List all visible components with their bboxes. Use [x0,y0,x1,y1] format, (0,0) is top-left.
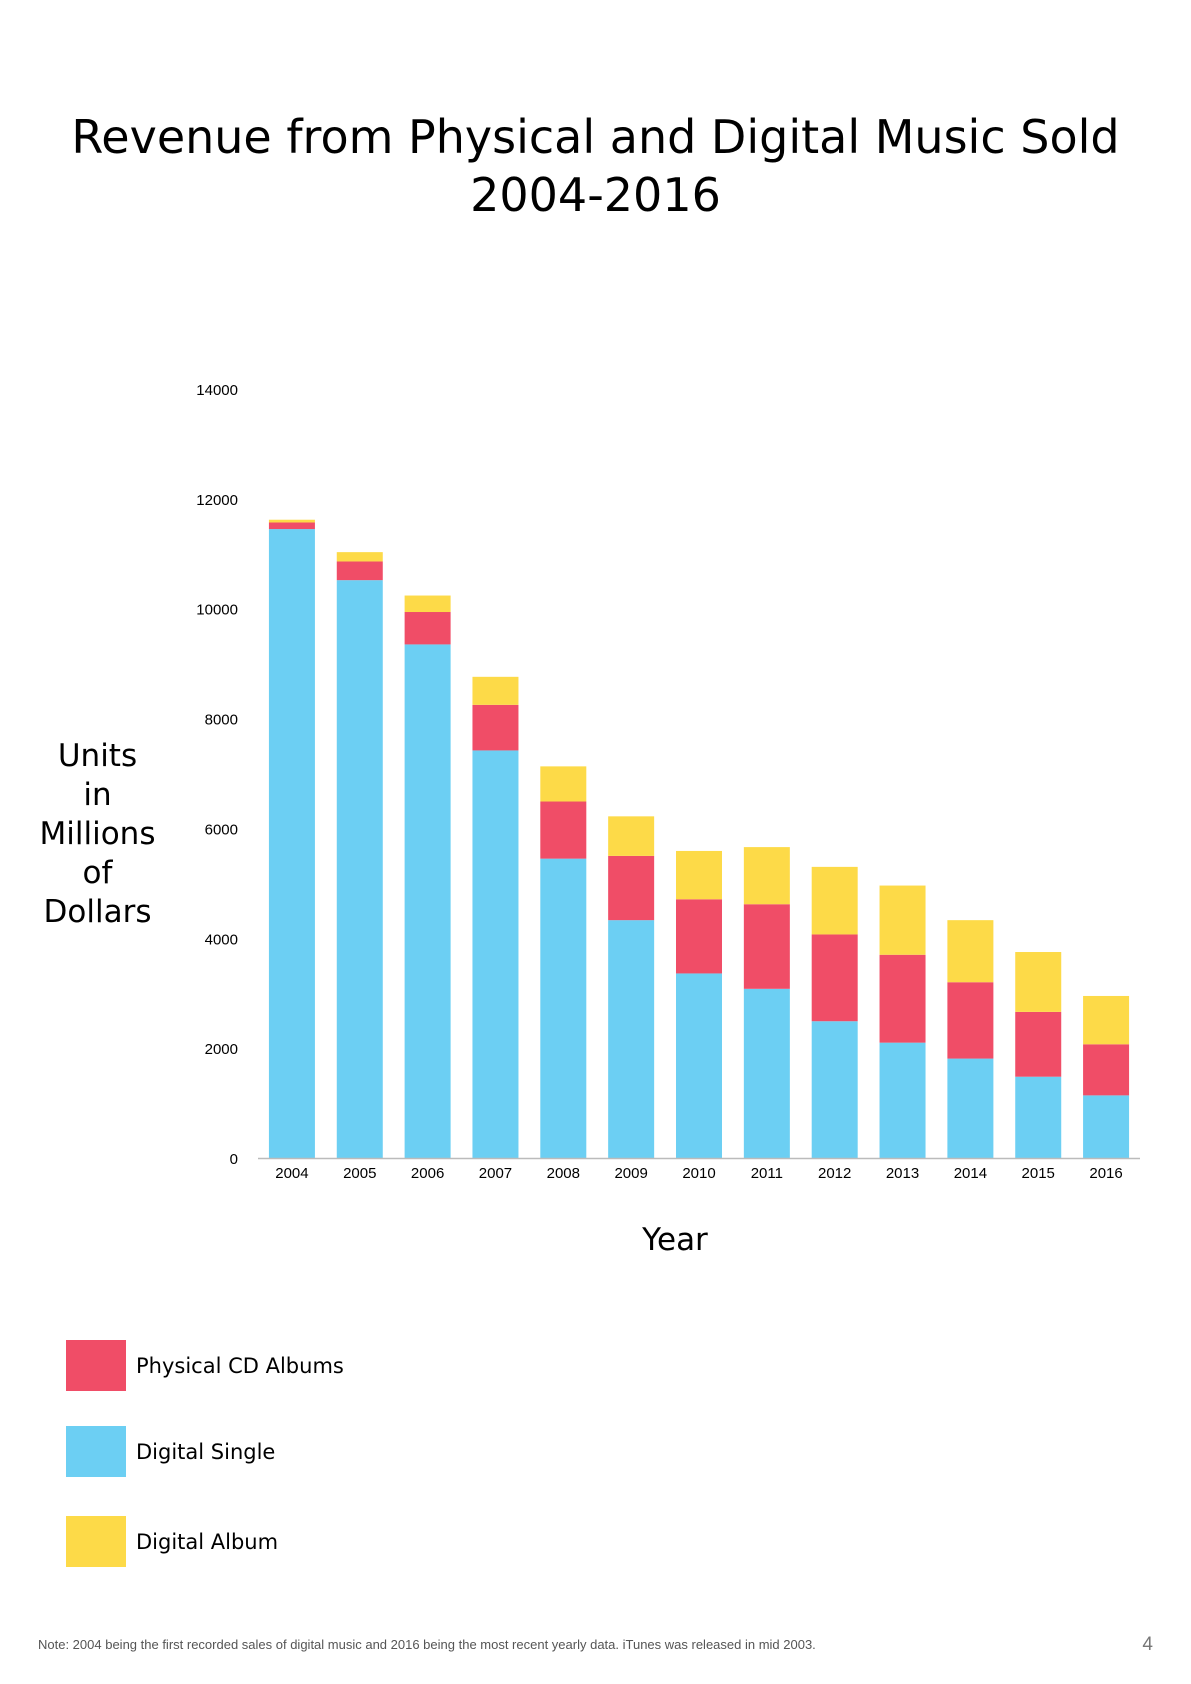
x-tick-label: 2016 [1089,1165,1122,1182]
y-axis-label-line: Millions [39,816,156,852]
bar-segment-digital-album [1083,995,1130,1045]
y-axis-label-line: in [83,777,112,813]
legend-item-digital-single: Digital Single [66,1426,275,1477]
y-tick-label: 6000 [205,821,238,838]
chart-title-line-2: 2004-2016 [470,168,721,222]
bar-segment-physical-cd-albums [743,904,790,989]
y-tick-label: 4000 [205,931,238,948]
bar-segment-physical-cd-albums [1015,1011,1062,1077]
bar-segment-physical-cd-albums [404,612,451,645]
stacked-bar-chart: 0 2000 4000 6000 8000 10000 12000 14000 2004 2005… [196,382,1140,1182]
bar-segment-physical-cd-albums [879,954,926,1043]
bar-segment-digital-single [608,920,655,1158]
bar-segment-digital-album [811,866,858,935]
bar-segment-digital-single [811,1021,858,1158]
bar-segment-digital-single [404,644,451,1158]
legend-swatch-digital-album [66,1516,126,1567]
y-axis-label-line: of [82,855,113,891]
y-axis-label-line: Dollars [43,894,152,930]
y-tick-label: 2000 [205,1041,238,1058]
bar-segment-digital-album [879,885,926,955]
bar-segment-digital-album [540,766,587,802]
legend-swatch-digital-single [66,1426,126,1477]
bar-segment-digital-album [743,847,790,905]
bar-segment-digital-album [608,816,655,856]
legend-item-digital-album: Digital Album [66,1516,278,1567]
bar-segment-digital-album [676,850,722,900]
bar-segment-digital-album [268,519,315,523]
x-tick-label: 2011 [751,1165,783,1182]
y-tick-label: 12000 [196,492,238,509]
x-tick-label: 2007 [479,1165,512,1182]
legend-swatch-physical-cd [66,1340,126,1391]
page-number: 4 [1142,1634,1153,1655]
x-tick-label: 2006 [411,1165,444,1182]
footnote: Note: 2004 being the first recorded sale… [38,1637,816,1652]
bar-segment-digital-single [879,1042,926,1158]
legend-label-digital-single: Digital Single [136,1439,276,1464]
bar-segment-digital-single [743,988,790,1158]
y-tick-label: 8000 [205,712,238,729]
y-tick-label: 0 [230,1151,238,1168]
y-tick-label: 14000 [196,382,238,399]
x-tick-label: 2005 [343,1165,376,1182]
x-tick-label: 2008 [547,1165,580,1182]
bar-segment-digital-single [676,973,722,1158]
legend-label-digital-album: Digital Album [136,1529,279,1554]
bar-segment-digital-album [336,552,383,562]
bar-segment-physical-cd-albums [811,934,858,1022]
x-tick-label: 2004 [275,1165,308,1182]
legend-item-physical-cd: Physical CD Albums [66,1340,344,1391]
bar-segment-digital-album [1015,952,1062,1012]
bar-segment-digital-single [472,750,519,1158]
x-tick-label: 2015 [1022,1165,1055,1182]
bar-segment-digital-album [404,595,451,613]
x-tick-label: 2009 [614,1165,647,1182]
bar-segment-physical-cd-albums [540,801,587,859]
x-tick-label: 2010 [682,1165,715,1182]
bar-segment-physical-cd-albums [608,855,655,921]
chart-title-line-1: Revenue from Physical and Digital Music … [71,110,1120,164]
bar-segment-physical-cd-albums [472,704,519,751]
y-axis-label-line: Units [57,738,138,774]
x-axis-label: Year [642,1222,708,1258]
bar-segment-digital-single [1083,1095,1130,1158]
x-tick-label: 2013 [886,1165,919,1182]
y-axis-label: Units in Millions of Dollars [20,737,175,932]
x-tick-label: 2012 [818,1165,851,1182]
x-tick-label: 2014 [954,1165,987,1182]
bar-segment-physical-cd-albums [676,899,722,974]
bar-segment-physical-cd-albums [947,982,994,1059]
bar-segment-digital-single [336,580,383,1158]
y-tick-label: 10000 [196,602,238,619]
bar-segment-digital-single [540,858,587,1158]
bar-segment-digital-album [947,920,994,983]
bar-segment-digital-single [268,529,315,1158]
bar-segment-physical-cd-albums [268,522,315,530]
legend-label-physical-cd: Physical CD Albums [136,1353,344,1378]
bar-segment-digital-single [947,1058,994,1158]
bar-segment-physical-cd-albums [336,561,383,581]
chart-title: Revenue from Physical and Digital Music … [0,108,1191,224]
bar-segment-digital-album [472,676,519,705]
bar-segment-physical-cd-albums [1083,1044,1130,1096]
bar-segment-digital-single [1015,1076,1062,1158]
